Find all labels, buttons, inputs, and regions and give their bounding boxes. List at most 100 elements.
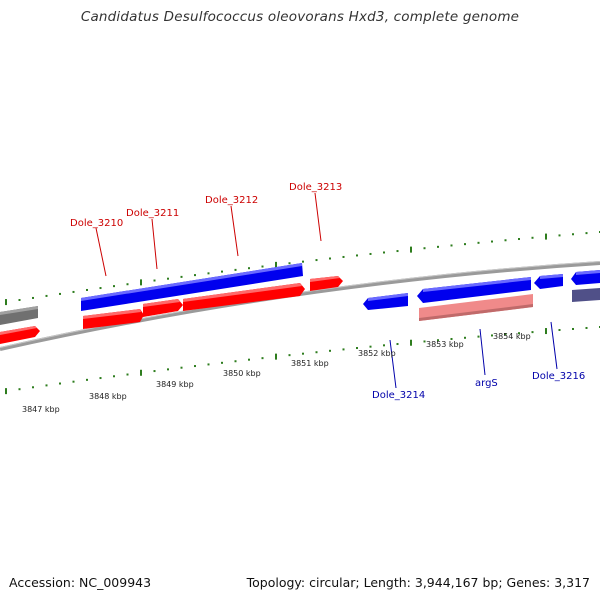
minor-tick (99, 377, 102, 380)
minor-tick (396, 250, 399, 253)
minor-tick (315, 351, 318, 354)
major-tick (5, 299, 7, 306)
kbp-label: 3852 kbp (358, 349, 396, 358)
major-tick (275, 261, 277, 268)
minor-tick (248, 358, 250, 361)
minor-tick (531, 331, 534, 334)
major-tick (140, 279, 142, 286)
gene-gray-left[interactable] (0, 306, 38, 325)
minor-tick (383, 344, 385, 347)
minor-tick (72, 380, 75, 383)
minor-tick (329, 257, 331, 260)
minor-tick (423, 340, 426, 343)
minor-tick (194, 365, 196, 368)
minor-tick (153, 279, 156, 282)
minor-tick (518, 332, 520, 335)
kbp-label: 3850 kbp (223, 369, 261, 378)
outer-tick-ring (5, 231, 600, 306)
gene-rna-args[interactable] (419, 294, 533, 321)
gene-label-args[interactable]: argS (475, 378, 498, 389)
minor-tick (126, 373, 129, 376)
major-tick (410, 246, 412, 253)
minor-tick (234, 268, 237, 271)
minor-tick (369, 345, 372, 348)
minor-tick (302, 260, 304, 263)
minor-tick (32, 386, 34, 389)
minor-tick (207, 272, 210, 275)
gene-label-dole-3213[interactable]: Dole_3213 (289, 182, 342, 193)
major-tick (275, 353, 277, 360)
minor-tick (32, 296, 34, 299)
gene-gray-right[interactable] (572, 288, 600, 302)
reverse-label-leaders (389, 321, 558, 389)
minor-tick (153, 370, 156, 373)
minor-tick (113, 285, 115, 288)
major-tick (5, 388, 7, 395)
minor-tick (86, 288, 88, 291)
gene-label-dole-3216[interactable]: Dole_3216 (532, 371, 585, 382)
minor-tick (342, 348, 345, 351)
minor-tick (572, 233, 574, 236)
gene-label-dole-3210[interactable]: Dole_3210 (70, 218, 123, 229)
minor-tick (464, 243, 466, 246)
minor-tick (423, 247, 426, 250)
accession-text: Accession: NC_009943 (9, 575, 152, 590)
minor-tick (113, 375, 115, 378)
minor-tick (18, 388, 21, 391)
minor-tick (86, 378, 88, 381)
gene-label-dole-3212[interactable]: Dole_3212 (205, 195, 258, 206)
kbp-label: 3848 kbp (89, 392, 127, 401)
minor-tick (329, 349, 331, 352)
minor-tick (180, 366, 183, 369)
minor-tick (126, 283, 129, 286)
major-tick (545, 328, 547, 335)
kbp-scale-labels: 3847 kbp 3848 kbp 3849 kbp 3850 kbp 3851… (22, 332, 531, 414)
minor-tick (167, 368, 169, 371)
minor-tick (396, 343, 399, 346)
minor-tick (585, 232, 588, 235)
minor-tick (288, 262, 291, 265)
gene-forward-row[interactable] (0, 276, 343, 344)
minor-tick (558, 329, 561, 332)
minor-tick (180, 275, 183, 278)
minor-tick (221, 361, 223, 364)
gene-reverse-row[interactable] (81, 263, 600, 311)
minor-tick (18, 299, 21, 302)
major-tick (140, 369, 142, 376)
minor-tick (288, 354, 291, 357)
minor-tick (167, 277, 169, 280)
minor-tick (234, 360, 237, 363)
minor-tick (72, 290, 75, 293)
minor-tick (59, 382, 61, 385)
gene-label-dole-3214[interactable]: Dole_3214 (372, 390, 425, 401)
gene-label-dole-3211[interactable]: Dole_3211 (126, 208, 179, 219)
minor-tick (261, 265, 264, 268)
kbp-label: 3854 kbp (493, 332, 531, 341)
kbp-label: 3853 kbp (426, 340, 464, 349)
forward-label-leaders (95, 192, 322, 277)
minor-tick (491, 334, 493, 337)
minor-tick (383, 251, 385, 254)
minor-tick (504, 239, 507, 242)
minor-tick (437, 339, 439, 342)
minor-tick (518, 238, 520, 241)
minor-tick (302, 352, 304, 355)
inner-tick-ring (5, 326, 600, 395)
minor-tick (437, 245, 439, 248)
minor-tick (207, 363, 210, 366)
minor-tick (315, 259, 318, 262)
minor-tick (59, 292, 61, 295)
minor-tick (558, 234, 561, 237)
kbp-label: 3849 kbp (156, 380, 194, 389)
minor-tick (450, 244, 453, 247)
minor-tick (531, 236, 534, 239)
kbp-label: 3851 kbp (291, 359, 329, 368)
minor-tick (585, 326, 588, 329)
minor-tick (464, 336, 466, 339)
minor-tick (356, 347, 358, 350)
minor-tick (261, 357, 264, 360)
kbp-label: 3847 kbp (22, 405, 60, 414)
forward-gene-labels: Dole_3210 Dole_3211 Dole_3212 Dole_3213 (70, 182, 342, 229)
map-title: Candidatus Desulfococcus oleovorans Hxd3… (80, 9, 520, 25)
